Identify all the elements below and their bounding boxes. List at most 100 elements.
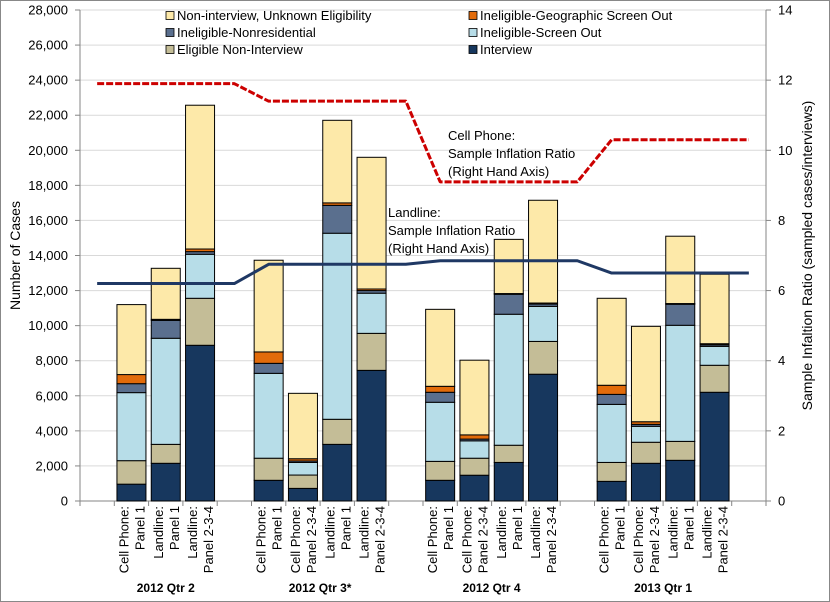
y-axis-title: Number of Cases xyxy=(7,201,23,310)
bar-segment xyxy=(630,325,661,423)
bar-segment xyxy=(596,384,627,395)
y-tick-label: 18,000 xyxy=(28,178,68,193)
y2-tick-label: 8 xyxy=(778,213,785,228)
bar-segment xyxy=(356,332,387,371)
line-annotation: Cell Phone: xyxy=(448,128,515,143)
bar-segment xyxy=(528,373,559,502)
bar-segment xyxy=(116,483,147,502)
legend-label: Ineligible-Screen Out xyxy=(480,25,602,40)
bar-segment xyxy=(630,462,661,502)
bar-segment xyxy=(665,440,696,461)
y2-tick-label: 12 xyxy=(778,73,792,88)
bar-segment xyxy=(699,273,730,345)
bar-segment xyxy=(528,305,559,342)
bar-segment xyxy=(185,253,216,299)
bar-segment xyxy=(459,457,490,476)
x-tick-label: Landline: xyxy=(494,506,509,559)
legend-swatch xyxy=(468,28,478,37)
x-tick-label: Landline: xyxy=(700,506,715,559)
y2-tick-label: 6 xyxy=(778,283,785,298)
legend-label: Eligible Non-Interview xyxy=(177,42,303,57)
x-tick-label: Panel 2-3-4 xyxy=(373,506,388,573)
bar-segment xyxy=(425,479,456,502)
bar-segment xyxy=(459,359,490,436)
x-tick-label: Panel 1 xyxy=(613,506,628,550)
line-annotation: (Right Hand Axis) xyxy=(388,241,489,256)
bar-segment xyxy=(150,319,181,339)
bar-segment xyxy=(493,313,524,446)
bar-segment xyxy=(253,457,284,481)
x-tick-label: Cell Phone: xyxy=(459,506,474,573)
ratio-line xyxy=(97,82,749,184)
x-tick-label: Cell Phone: xyxy=(116,506,131,573)
bar-segment xyxy=(287,461,318,476)
y-tick-label: 26,000 xyxy=(28,38,68,53)
bar-segment xyxy=(493,461,524,502)
x-tick-label: Landline: xyxy=(357,506,372,559)
y-tick-label: 0 xyxy=(61,494,68,509)
legend-label: Ineligible-Nonresidential xyxy=(177,25,316,40)
x-tick-label: Landline: xyxy=(151,506,166,559)
bar-segment xyxy=(150,462,181,502)
line-annotation: Landline: xyxy=(388,205,441,220)
bar-segment xyxy=(493,444,524,463)
bar-segment xyxy=(150,267,181,320)
bar-segment xyxy=(116,460,147,485)
x-tick-label: Cell Phone: xyxy=(631,506,646,573)
bar-segment xyxy=(493,293,524,315)
bar-segment xyxy=(596,461,627,482)
x-tick-label: Panel 2-3-4 xyxy=(544,506,559,573)
bar-segment xyxy=(425,401,456,462)
bar-segment xyxy=(425,308,456,387)
legend-label: Ineligible-Geographic Screen Out xyxy=(480,8,673,23)
bar-segment xyxy=(665,324,696,442)
x-tick-label: Panel 1 xyxy=(132,506,147,550)
x-tick-label: Panel 1 xyxy=(338,506,353,550)
line-annotation: (Right Hand Axis) xyxy=(448,164,549,179)
bar-segment xyxy=(699,391,730,502)
bar-segment xyxy=(253,362,284,374)
x-tick-label: Panel 2-3-4 xyxy=(201,506,216,573)
bar-segment xyxy=(253,351,284,364)
bar-segment xyxy=(356,369,387,502)
bar-segment xyxy=(287,487,318,502)
bar-segment xyxy=(322,232,353,420)
bar-segment xyxy=(596,403,627,463)
bar-segment xyxy=(425,460,456,481)
legend-label: Non-interview, Unknown Eligibility xyxy=(177,8,372,23)
x-tick-label: Landline: xyxy=(185,506,200,559)
legend-swatch xyxy=(165,28,175,37)
x-tick-label: Landline: xyxy=(528,506,543,559)
bar-segment xyxy=(185,104,216,250)
y-tick-label: 6,000 xyxy=(35,388,68,403)
y-tick-label: 28,000 xyxy=(28,3,68,18)
bar-segment xyxy=(459,434,490,440)
y-tick-label: 24,000 xyxy=(28,73,68,88)
ratio-line xyxy=(97,259,749,286)
x-tick-label: Panel 2-3-4 xyxy=(647,506,662,573)
bar-segment xyxy=(699,345,730,366)
x-tick-label: Cell Phone: xyxy=(254,506,269,573)
y-tick-label: 4,000 xyxy=(35,423,68,438)
bar-segment xyxy=(665,303,696,326)
bar-segment xyxy=(459,474,490,502)
x-tick-label: Landline: xyxy=(665,506,680,559)
bar-segment xyxy=(528,340,559,375)
legend-swatch xyxy=(165,11,175,20)
bar-segment xyxy=(665,459,696,502)
bar-segment xyxy=(528,199,559,304)
x-tick-label: Panel 2-3-4 xyxy=(304,506,319,573)
bar-segment xyxy=(665,235,696,305)
bar-segment xyxy=(459,440,490,459)
legend-swatch xyxy=(468,11,478,20)
bar-segment xyxy=(185,297,216,346)
y2-tick-label: 2 xyxy=(778,423,785,438)
bar-segment xyxy=(322,443,353,502)
bar-segment xyxy=(596,297,627,386)
x-tick-label: Cell Phone: xyxy=(597,506,612,573)
bar-segment xyxy=(287,392,318,460)
legend-swatch xyxy=(165,45,175,54)
y2-tick-label: 10 xyxy=(778,143,792,158)
